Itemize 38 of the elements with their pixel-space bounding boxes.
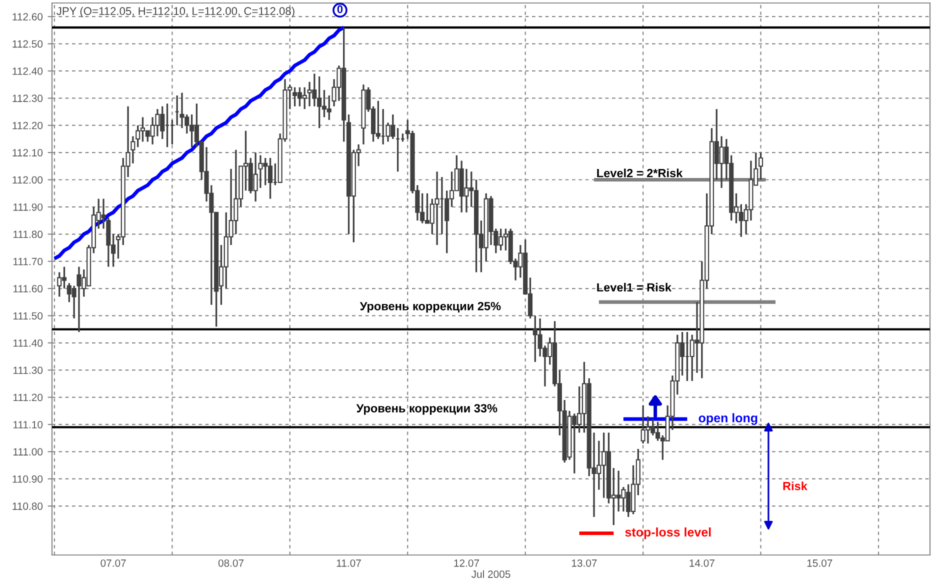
y-tick-label: 112.00 (12, 176, 43, 184)
series-label: stop-loss level (625, 527, 711, 540)
annotation: 0 (337, 5, 343, 14)
series-label: open long (698, 413, 758, 425)
x-tick-label: 12.07 (454, 559, 479, 567)
annotation: Risk (783, 482, 808, 490)
x-tick-label: 11.07 (336, 559, 361, 567)
y-tick-label: 112.50 (12, 40, 43, 48)
y-tick-label: 112.30 (12, 94, 43, 102)
x-axis-title: Jul 2005 (471, 570, 510, 578)
candlestick (758, 152, 764, 181)
annotation: Уровень коррекции 25% (360, 302, 501, 313)
y-tick-label: 111.90 (13, 203, 43, 211)
y-tick-label: 111.20 (13, 394, 43, 402)
y-tick-label: 112.40 (12, 67, 43, 75)
x-tick-label: 08.07 (218, 559, 244, 567)
y-tick-label: 111.00 (13, 448, 43, 456)
annotation: JPY (O=112.05, H=112.10, L=112.00, C=112.08) (56, 6, 294, 18)
y-tick-label: 111.50 (13, 312, 43, 320)
x-tick-label: 15.07 (807, 559, 832, 567)
annotation: Level2 = 2*Risk (597, 168, 683, 178)
annotation: Level1 = Risk (597, 282, 672, 292)
x-tick-label: 13.07 (572, 559, 597, 567)
y-tick-label: 112.20 (12, 122, 43, 130)
y-tick-label: 111.60 (13, 285, 43, 292)
y-tick-label: 112.60 (12, 13, 43, 20)
y-tick-label: 112.10 (12, 149, 43, 156)
x-tick-label: 14.07 (690, 559, 714, 567)
y-tick-label: 111.30 (13, 366, 43, 374)
y-tick-label: 110.90 (12, 475, 43, 483)
x-tick-label: 07.07 (100, 559, 126, 567)
y-tick-label: 110.80 (12, 502, 43, 510)
y-tick-label: 111.40 (13, 339, 43, 347)
y-tick-label: 111.70 (13, 258, 43, 266)
annotation: Уровень коррекции 33% (356, 404, 498, 415)
y-tick-label: 111.80 (13, 230, 43, 238)
y-tick-label: 111.10 (13, 420, 43, 428)
line-series (52, 26, 346, 260)
